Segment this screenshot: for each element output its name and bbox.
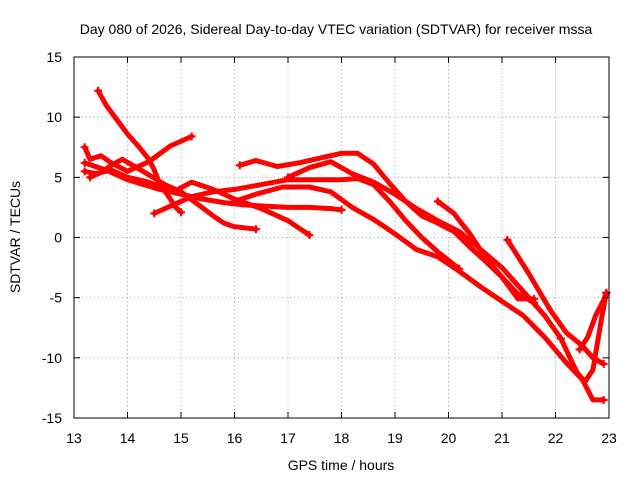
plus-marker [150, 209, 159, 218]
y-tick-label: -10 [42, 350, 62, 366]
x-tick-label: 17 [280, 430, 296, 446]
x-tick-label: 15 [173, 430, 189, 446]
plus-marker [599, 395, 608, 404]
x-tick-labels: 13 14 15 16 17 18 19 20 21 22 23 [66, 430, 617, 446]
plus-marker [599, 359, 608, 368]
plus-marker [230, 197, 239, 206]
data-series-6 [150, 176, 464, 273]
plus-marker [433, 197, 442, 206]
series-line [82, 133, 195, 174]
data-series-1 [94, 86, 185, 217]
plus-marker [80, 167, 89, 176]
plus-marker [177, 208, 185, 217]
plus-marker [80, 158, 89, 167]
data-series-5 [80, 132, 196, 174]
plus-marker [94, 86, 103, 95]
y-tick-label: 15 [46, 49, 62, 65]
plus-marker [503, 235, 512, 244]
plus-marker [86, 173, 95, 182]
plus-marker [80, 143, 89, 152]
x-tick-label: 22 [548, 430, 564, 446]
axis-ticks [73, 56, 610, 419]
series-line [558, 290, 609, 385]
y-axis-label: SDTVAR / TECUs [7, 181, 23, 293]
y-tick-label: -15 [42, 410, 62, 426]
series-line [285, 159, 564, 342]
series-line [435, 198, 537, 302]
chart-title: Day 080 of 2026, Sidereal Day-to-day VTE… [80, 21, 593, 37]
plus-marker [305, 231, 314, 240]
grid-lines [74, 57, 609, 418]
y-tick-label: 10 [46, 109, 62, 125]
x-tick-label: 23 [601, 430, 617, 446]
y-tick-label: -5 [50, 290, 63, 306]
plus-marker [284, 173, 292, 182]
plus-marker [575, 345, 584, 354]
series-line [151, 176, 462, 272]
x-tick-label: 19 [387, 430, 403, 446]
x-tick-label: 16 [227, 430, 243, 446]
series-line [232, 184, 607, 403]
y-tick-labels: 15 10 5 0 -5 -10 -15 [42, 49, 62, 426]
data-series-9 [230, 184, 608, 404]
x-tick-label: 20 [441, 430, 457, 446]
y-tick-label: 5 [54, 169, 62, 185]
plus-marker [530, 294, 539, 303]
x-tick-label: 18 [334, 430, 350, 446]
plus-marker [187, 132, 196, 141]
series-layer [80, 86, 611, 404]
data-series-13 [575, 288, 611, 354]
series-line [95, 88, 184, 215]
x-tick-label: 14 [120, 430, 136, 446]
plus-marker [337, 205, 346, 214]
y-tick-label: 0 [54, 230, 62, 246]
plus-marker [235, 161, 244, 170]
x-tick-label: 13 [66, 430, 82, 446]
x-tick-label: 21 [494, 430, 510, 446]
x-axis-label: GPS time / hours [288, 457, 395, 473]
data-series-10 [433, 197, 539, 303]
plus-marker [556, 334, 565, 343]
plus-marker [251, 225, 260, 234]
